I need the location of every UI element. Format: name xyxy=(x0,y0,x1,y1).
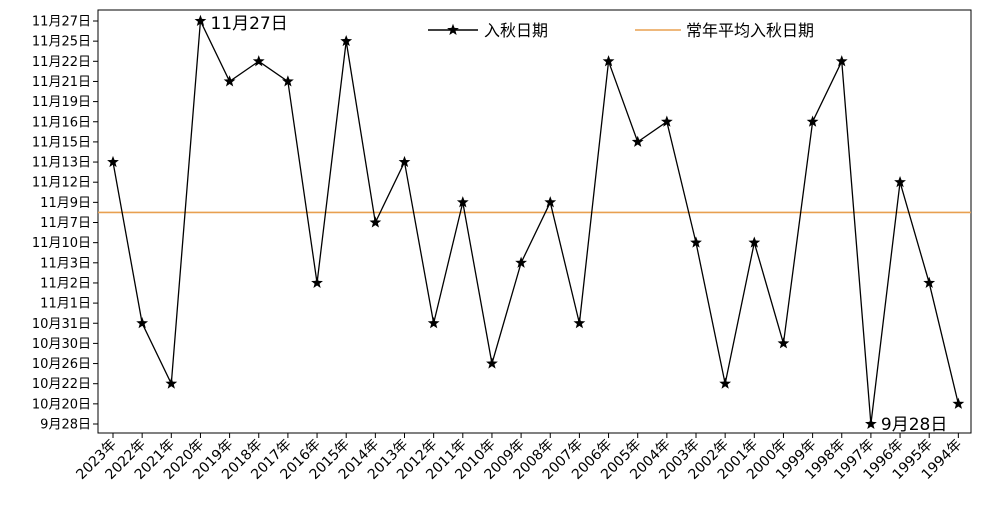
y-tick-label: 11月1日 xyxy=(40,297,91,312)
data-point-star xyxy=(894,176,906,188)
data-point-star xyxy=(311,276,323,288)
y-tick-label: 11月22日 xyxy=(32,55,91,70)
y-tick-label: 10月22日 xyxy=(32,377,91,392)
annotation-label: 11月27日 xyxy=(210,14,287,34)
annotation-label: 9月28日 xyxy=(881,415,947,435)
x-axis: 2023年2022年2021年2020年2019年2018年2017年2016年… xyxy=(73,433,965,483)
data-point-star xyxy=(690,236,702,248)
data-point-star xyxy=(282,75,294,87)
y-tick-label: 10月30日 xyxy=(32,337,91,352)
y-tick-label: 11月15日 xyxy=(32,135,91,150)
y-tick-label: 10月31日 xyxy=(32,317,91,332)
data-point-star xyxy=(369,216,382,228)
data-point-star xyxy=(456,196,469,208)
data-point-star xyxy=(923,276,936,288)
data-point-star xyxy=(777,337,790,349)
data-point-star xyxy=(252,55,265,67)
y-tick-label: 11月9日 xyxy=(40,196,91,211)
legend-label-reference: 常年平均入秋日期 xyxy=(686,21,814,40)
data-point-star xyxy=(107,155,119,168)
y-tick-label: 11月21日 xyxy=(32,75,91,90)
data-point-star xyxy=(602,55,615,67)
data-point-star xyxy=(544,196,557,208)
data-point-star xyxy=(835,55,848,67)
data-point-star xyxy=(486,357,498,369)
y-tick-label: 11月3日 xyxy=(40,256,91,271)
annotation-layer: 11月27日 9月28日 xyxy=(210,14,947,435)
y-tick-label: 11月27日 xyxy=(32,15,91,30)
y-tick-label: 11月16日 xyxy=(32,115,91,130)
data-point-star xyxy=(748,236,761,248)
data-point-star xyxy=(719,377,732,389)
legend: 入秋日期 常年平均入秋日期 xyxy=(428,21,814,40)
data-point-star xyxy=(398,155,411,168)
y-axis: 9月28日 10月20日 10月22日 10月26日 10月30日 10月31日 11月1日… xyxy=(32,15,98,433)
data-point-star xyxy=(631,135,644,147)
y-tick-label: 11月25日 xyxy=(32,35,91,50)
y-tick-label: 9月28日 xyxy=(40,418,91,433)
y-tick-label: 10月20日 xyxy=(32,397,91,412)
data-point-star xyxy=(136,317,149,329)
series-line-0 xyxy=(112,18,959,425)
data-point-star xyxy=(340,34,353,47)
plot-area xyxy=(97,9,972,434)
y-tick-label: 11月2日 xyxy=(40,276,91,291)
data-point-star xyxy=(806,115,819,127)
data-point-star xyxy=(223,75,236,87)
data-point-star xyxy=(427,317,440,329)
y-tick-label: 11月12日 xyxy=(32,176,91,191)
y-tick-label: 11月19日 xyxy=(32,95,91,110)
data-point-star xyxy=(194,14,207,27)
y-tick-label: 11月7日 xyxy=(40,216,91,231)
y-tick-label: 11月13日 xyxy=(32,156,91,171)
data-point-star xyxy=(952,397,965,409)
y-tick-label: 11月10日 xyxy=(32,236,91,251)
data-point-star xyxy=(165,377,178,389)
series-layer xyxy=(107,14,965,430)
data-point-star xyxy=(573,317,586,329)
y-tick-label: 10月26日 xyxy=(32,357,91,372)
legend-star-marker xyxy=(447,23,459,36)
legend-label-series: 入秋日期 xyxy=(484,21,548,40)
data-point-star xyxy=(865,417,877,430)
data-point-star xyxy=(660,115,673,127)
data-point-star xyxy=(515,256,527,268)
